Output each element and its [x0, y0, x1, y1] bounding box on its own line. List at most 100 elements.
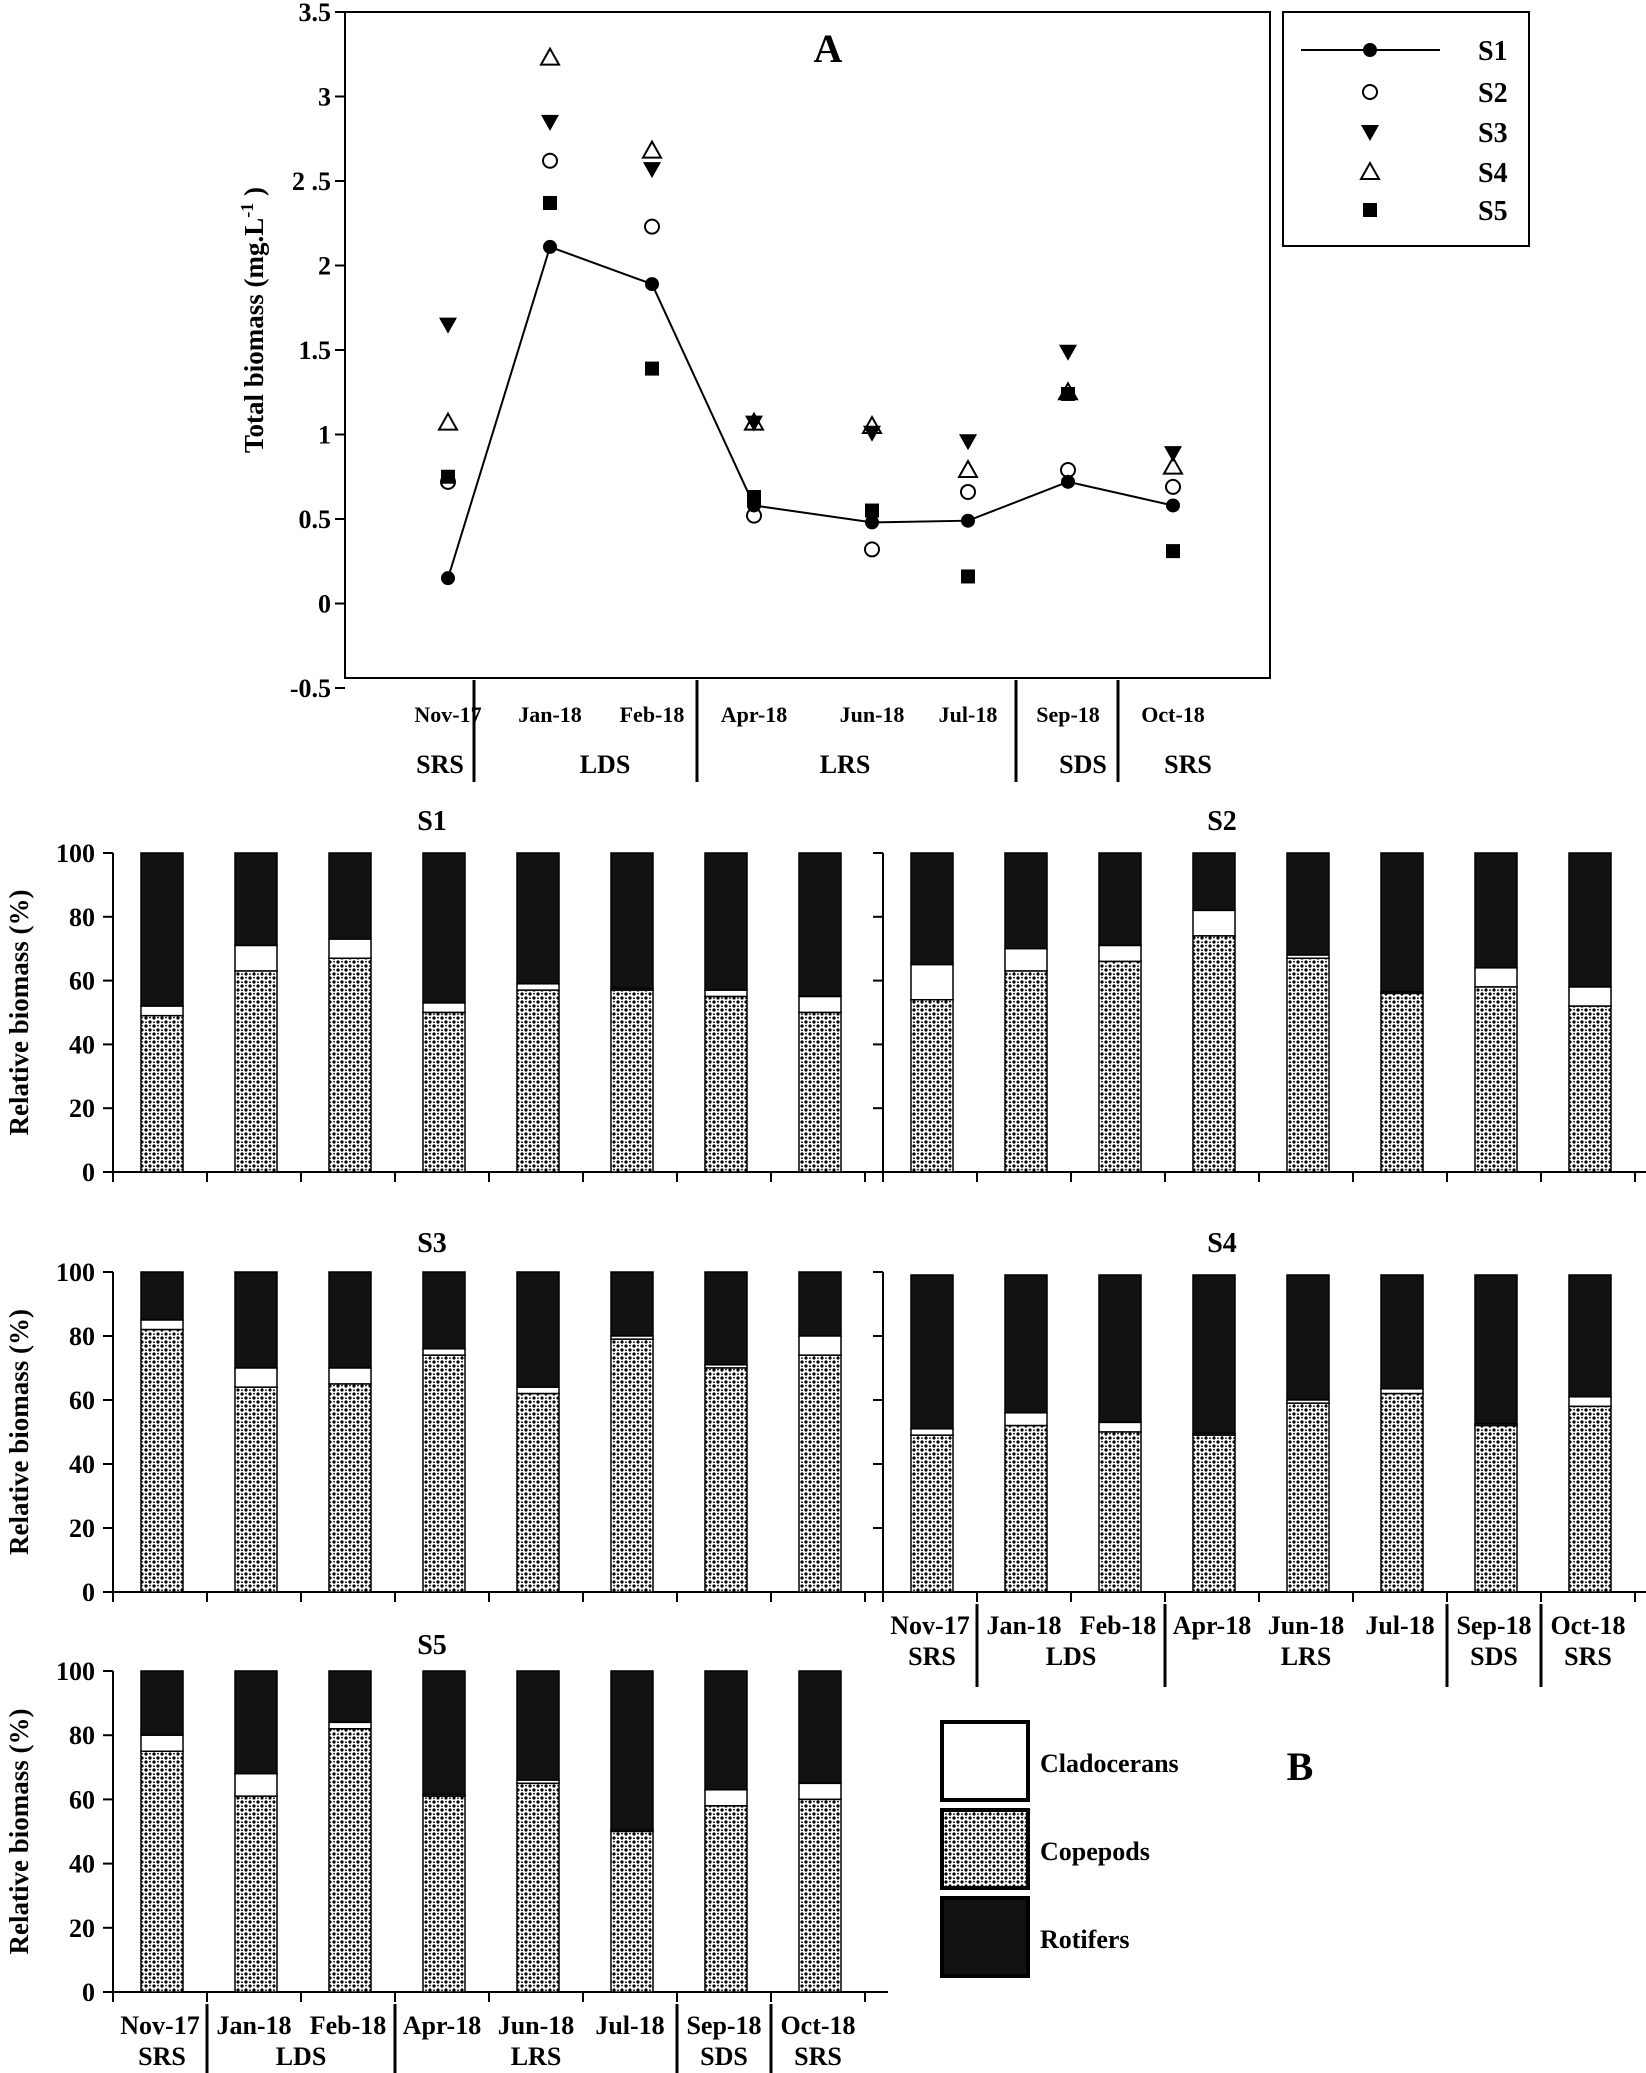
series-s1-point [1061, 474, 1075, 489]
bar-copepods [234, 1386, 278, 1593]
bar-cladocerans [140, 1005, 184, 1017]
bar-rotifers [1474, 852, 1518, 969]
bar-rotifers [422, 1271, 466, 1350]
legend-label-cladocerans: Cladocerans [1040, 1749, 1179, 1778]
y-tick-label: 20 [69, 1914, 95, 1943]
y-tick-label: -0.5 [290, 674, 331, 703]
legend-s4-marker [1359, 160, 1381, 180]
legend-s5-marker [1363, 203, 1377, 217]
bar-copepods [140, 1014, 184, 1173]
x-tick-label: Jul-18 [595, 2011, 664, 2040]
bar-copepods [1192, 1434, 1236, 1593]
y-tick-label: 0 [82, 1578, 95, 1607]
series-s5-point [865, 503, 879, 518]
bar-copepods [910, 998, 954, 1173]
y-axis-label: Relative biomass (%) [4, 1709, 34, 1955]
y-tick-label: 0 [82, 1158, 95, 1187]
y-tick-label: 100 [56, 1657, 95, 1686]
x-tick-label: Jun-18 [498, 2011, 575, 2040]
bar-copepods [1098, 1431, 1142, 1593]
bar-copepods [234, 970, 278, 1173]
legend-s4-label: S4 [1478, 158, 1508, 189]
bar-copepods [1192, 935, 1236, 1173]
bar-copepods [140, 1328, 184, 1593]
series-s2-point [1165, 478, 1181, 495]
bar-copepods [704, 995, 748, 1173]
series-s1-point [961, 513, 975, 528]
legend-s1-label: S1 [1478, 36, 1508, 67]
panel-b-relative-biomass-charts: S1 0 20 40 60 80 100 Relative biomass (%) S2 S3 0 2… [4, 806, 1646, 2073]
series-s1-point [441, 571, 455, 586]
series-s4-point [539, 46, 561, 66]
bar-cladocerans [1098, 944, 1142, 963]
bar-cladocerans [328, 938, 372, 960]
bar-copepods [422, 1795, 466, 1993]
bar-cladocerans [798, 995, 842, 1014]
season-label: SRS [794, 2042, 842, 2071]
series-s3-point [745, 415, 763, 432]
bar-rotifers [516, 852, 560, 985]
bar-copepods [328, 957, 372, 1173]
season-label: SRS [1164, 750, 1212, 779]
y-tick-label: 1.5 [299, 336, 332, 365]
bar-copepods [1286, 1402, 1330, 1593]
y-tick-label: 80 [69, 1322, 95, 1351]
bar-rotifers [328, 1670, 372, 1724]
bar-rotifers [610, 852, 654, 990]
series-s2-point [864, 541, 880, 558]
bar-cladocerans [140, 1734, 184, 1752]
y-tick-label: 0.5 [299, 505, 332, 534]
bar-rotifers [704, 1670, 748, 1791]
bar-copepods [516, 1782, 560, 1993]
season-label: LDS [276, 2042, 327, 2071]
series-s1-point [865, 515, 879, 530]
bar-rotifers [798, 1271, 842, 1337]
bar-copepods [1286, 957, 1330, 1173]
series-s2-point [960, 483, 976, 500]
y-tick-label: 40 [69, 1030, 95, 1059]
bar-copepods [704, 1367, 748, 1593]
bar-cladocerans [1004, 1412, 1048, 1427]
panel-b-legend: B Cladocerans Copepods Rotifers [940, 1720, 1313, 1978]
bar-cladocerans [704, 989, 748, 998]
bar-rotifers [1192, 1274, 1236, 1435]
bar-cladocerans [704, 1789, 748, 1807]
y-tick-label: 40 [69, 1850, 95, 1879]
bar-copepods [422, 1354, 466, 1593]
bar-copepods [1380, 992, 1424, 1173]
bar-copepods [1004, 970, 1048, 1173]
panel-title: S5 [417, 1630, 447, 1661]
season-label: SDS [1059, 750, 1107, 779]
bar-rotifers [1098, 1274, 1142, 1424]
series-s5-point [1166, 544, 1180, 559]
bar-copepods [798, 1354, 842, 1593]
bar-rotifers [910, 852, 954, 966]
x-tick-label: Feb-18 [310, 2011, 387, 2040]
y-tick-label: 60 [69, 1386, 95, 1415]
bar-rotifers [1286, 1274, 1330, 1401]
legend-s3-label: S3 [1478, 118, 1508, 149]
bar-cladocerans [516, 983, 560, 991]
bar-cladocerans [516, 1386, 560, 1395]
x-tick-label: Jan-18 [216, 2011, 291, 2040]
y-tick-label: 0 [82, 1978, 95, 2007]
legend-swatch-rotifers [940, 1896, 1030, 1978]
x-tick-label: Apr-18 [403, 2011, 481, 2040]
legend-s1-marker [1363, 43, 1377, 57]
series-s1-point [1166, 498, 1180, 513]
x-tick-label: Sep-18 [686, 2011, 761, 2040]
bar-rotifers [1380, 1274, 1424, 1390]
bar-copepods [516, 1392, 560, 1593]
bar-cladocerans [1004, 947, 1048, 972]
bar-copepods [798, 1798, 842, 1993]
series-s4-point [957, 458, 979, 478]
series-s1-point [645, 277, 659, 292]
y-axis-label: Relative biomass (%) [4, 1309, 34, 1555]
bar-rotifers [140, 1271, 184, 1321]
season-label: LRS [1281, 1642, 1332, 1671]
bar-copepods [1568, 1005, 1612, 1173]
series-s5-point [543, 195, 557, 210]
bar-cladocerans [1474, 967, 1518, 988]
season-label: SDS [1470, 1642, 1518, 1671]
series-s2-point [542, 152, 558, 169]
